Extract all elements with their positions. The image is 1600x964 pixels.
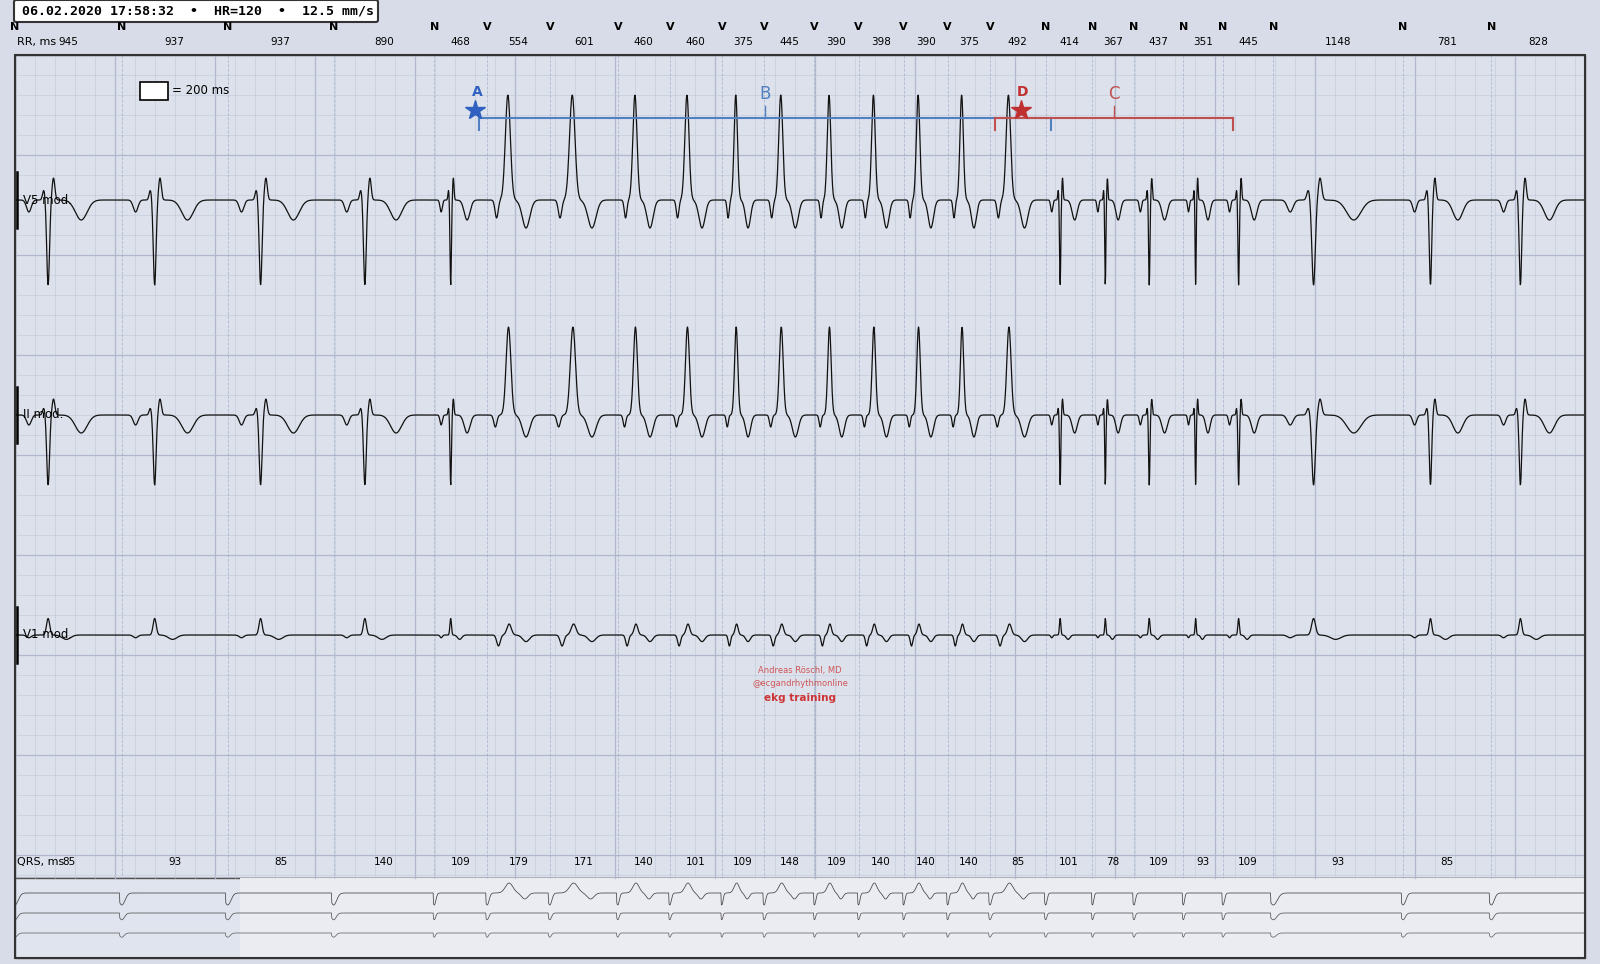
Text: N: N bbox=[1398, 22, 1408, 32]
Text: B: B bbox=[760, 85, 771, 103]
Text: 109: 109 bbox=[827, 857, 846, 867]
Text: N: N bbox=[1130, 22, 1139, 32]
Text: 445: 445 bbox=[1238, 37, 1258, 47]
Bar bbox=[141, 82, 168, 100]
FancyBboxPatch shape bbox=[14, 0, 378, 22]
Text: 460: 460 bbox=[686, 37, 706, 47]
Text: 437: 437 bbox=[1149, 37, 1168, 47]
Text: @ecgandrhythmonline: @ecgandrhythmonline bbox=[752, 679, 848, 687]
Text: 93: 93 bbox=[1197, 857, 1210, 867]
Text: 445: 445 bbox=[779, 37, 800, 47]
Text: 140: 140 bbox=[958, 857, 979, 867]
Text: 85: 85 bbox=[1440, 857, 1454, 867]
Text: N: N bbox=[1088, 22, 1098, 32]
Text: V: V bbox=[899, 22, 907, 32]
Bar bbox=[240, 878, 1586, 958]
Text: N: N bbox=[1486, 22, 1496, 32]
Text: 945: 945 bbox=[59, 37, 78, 47]
Text: RR, ms: RR, ms bbox=[18, 37, 56, 47]
Text: 06.02.2020 17:58:32  •  HR=120  •  12.5 mm/s: 06.02.2020 17:58:32 • HR=120 • 12.5 mm/s bbox=[22, 5, 374, 17]
Text: 375: 375 bbox=[733, 37, 754, 47]
Text: 140: 140 bbox=[374, 857, 394, 867]
Text: 101: 101 bbox=[686, 857, 706, 867]
Text: 101: 101 bbox=[1059, 857, 1078, 867]
Text: 78: 78 bbox=[1107, 857, 1120, 867]
Text: QRS, ms: QRS, ms bbox=[18, 857, 64, 867]
Text: V: V bbox=[717, 22, 726, 32]
Text: 140: 140 bbox=[870, 857, 891, 867]
Bar bbox=[14, 55, 1586, 878]
Text: Andreas Röschl, MD: Andreas Röschl, MD bbox=[758, 665, 842, 675]
Text: 171: 171 bbox=[574, 857, 594, 867]
Text: V5 mod.: V5 mod. bbox=[22, 194, 72, 206]
Text: 109: 109 bbox=[1238, 857, 1258, 867]
Text: 414: 414 bbox=[1059, 37, 1078, 47]
Text: 351: 351 bbox=[1194, 37, 1213, 47]
Text: 937: 937 bbox=[270, 37, 291, 47]
Text: N: N bbox=[1269, 22, 1278, 32]
Text: 601: 601 bbox=[574, 37, 594, 47]
Bar bbox=[14, 878, 1586, 958]
Text: V: V bbox=[854, 22, 862, 32]
Text: D: D bbox=[1018, 85, 1029, 99]
Text: 367: 367 bbox=[1104, 37, 1123, 47]
Text: 109: 109 bbox=[451, 857, 470, 867]
Text: 93: 93 bbox=[168, 857, 181, 867]
Text: 148: 148 bbox=[779, 857, 800, 867]
Text: N: N bbox=[330, 22, 338, 32]
Text: ekg training: ekg training bbox=[765, 693, 835, 703]
Text: 109: 109 bbox=[733, 857, 754, 867]
Text: V: V bbox=[483, 22, 491, 32]
Text: 460: 460 bbox=[634, 37, 654, 47]
Text: V: V bbox=[613, 22, 622, 32]
Text: 390: 390 bbox=[915, 37, 936, 47]
Text: 109: 109 bbox=[1149, 857, 1168, 867]
Text: V: V bbox=[546, 22, 554, 32]
Text: 1148: 1148 bbox=[1325, 37, 1352, 47]
Text: C: C bbox=[1109, 85, 1120, 103]
Text: 93: 93 bbox=[1331, 857, 1346, 867]
Text: N: N bbox=[222, 22, 232, 32]
Text: A: A bbox=[472, 85, 483, 99]
Text: V: V bbox=[666, 22, 674, 32]
Text: 398: 398 bbox=[870, 37, 891, 47]
Text: 890: 890 bbox=[374, 37, 394, 47]
Text: II mod.: II mod. bbox=[22, 409, 64, 421]
Text: 781: 781 bbox=[1437, 37, 1458, 47]
Text: 85: 85 bbox=[274, 857, 288, 867]
Text: 140: 140 bbox=[634, 857, 654, 867]
Text: 554: 554 bbox=[509, 37, 528, 47]
Text: N: N bbox=[430, 22, 438, 32]
Text: 937: 937 bbox=[165, 37, 184, 47]
Text: V1 mod.: V1 mod. bbox=[22, 629, 72, 641]
Text: = 200 ms: = 200 ms bbox=[173, 85, 229, 97]
Text: 375: 375 bbox=[958, 37, 979, 47]
Text: V: V bbox=[760, 22, 768, 32]
Text: 179: 179 bbox=[509, 857, 528, 867]
Text: 85: 85 bbox=[62, 857, 75, 867]
Text: N: N bbox=[1179, 22, 1187, 32]
Text: V: V bbox=[810, 22, 819, 32]
Text: 828: 828 bbox=[1528, 37, 1549, 47]
Text: V: V bbox=[986, 22, 994, 32]
Text: V: V bbox=[944, 22, 952, 32]
Text: 468: 468 bbox=[451, 37, 470, 47]
Text: 140: 140 bbox=[915, 857, 936, 867]
Text: N: N bbox=[1218, 22, 1227, 32]
Text: N: N bbox=[117, 22, 126, 32]
Text: 85: 85 bbox=[1011, 857, 1024, 867]
Text: N: N bbox=[1042, 22, 1050, 32]
Text: 492: 492 bbox=[1008, 37, 1027, 47]
Text: 390: 390 bbox=[827, 37, 846, 47]
Text: N: N bbox=[10, 22, 19, 32]
